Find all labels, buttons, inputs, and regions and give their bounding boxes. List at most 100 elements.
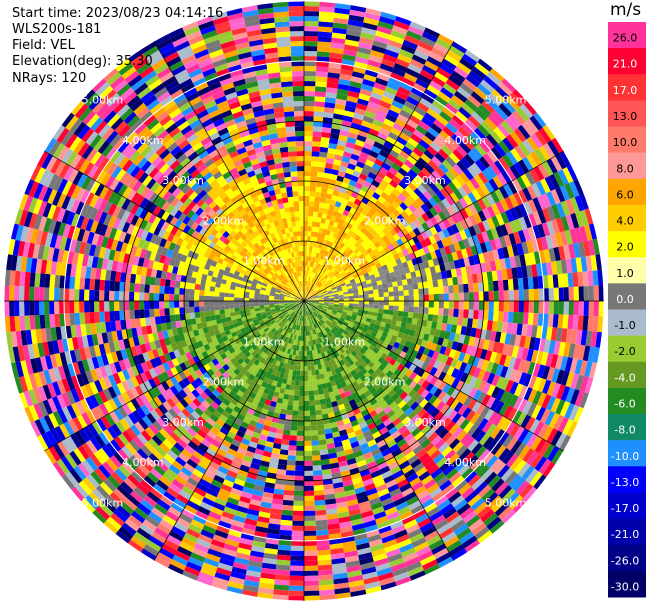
gate-cell bbox=[373, 511, 387, 520]
gate-cell bbox=[209, 305, 215, 311]
gate-cell bbox=[315, 343, 320, 350]
gate-cell bbox=[342, 337, 349, 344]
gate-cell bbox=[310, 420, 318, 426]
gate-cell bbox=[385, 362, 393, 371]
gate-cell bbox=[522, 431, 534, 446]
gate-cell bbox=[399, 350, 407, 359]
gate-cell bbox=[353, 396, 362, 404]
gate-cell bbox=[434, 344, 442, 353]
gate-cell bbox=[19, 286, 25, 301]
gate-cell bbox=[404, 419, 415, 430]
gate-cell bbox=[371, 448, 382, 457]
gate-cell bbox=[270, 508, 282, 515]
gate-cell bbox=[338, 376, 345, 384]
gate-cell bbox=[399, 391, 408, 400]
gate-cell bbox=[404, 450, 416, 461]
gate-cell bbox=[392, 315, 398, 321]
gate-cell bbox=[289, 435, 297, 441]
gate-cell bbox=[494, 331, 502, 343]
gate-cell bbox=[448, 348, 457, 359]
gate-cell bbox=[437, 390, 447, 401]
gate-cell bbox=[321, 352, 326, 359]
gate-cell bbox=[69, 288, 75, 301]
gate-cell bbox=[307, 330, 310, 336]
gate-cell bbox=[321, 310, 327, 314]
gate-cell bbox=[532, 376, 542, 391]
gate-cell bbox=[426, 483, 440, 494]
gate-cell bbox=[360, 367, 368, 375]
gate-cell bbox=[347, 503, 360, 512]
gate-cell bbox=[555, 432, 567, 449]
gate-cell bbox=[301, 336, 304, 341]
gate-cell bbox=[264, 482, 276, 489]
gate-cell bbox=[268, 462, 279, 469]
gate-cell bbox=[419, 493, 432, 505]
gate-cell bbox=[325, 321, 330, 326]
gate-cell bbox=[350, 589, 367, 598]
gate-cell bbox=[420, 389, 430, 399]
gate-cell bbox=[456, 444, 468, 457]
gate-cell bbox=[312, 339, 316, 345]
gate-cell bbox=[456, 430, 468, 442]
gate-cell bbox=[194, 312, 201, 319]
gate-cell bbox=[204, 285, 211, 292]
gate-cell bbox=[424, 460, 437, 471]
gate-cell bbox=[408, 306, 414, 313]
gate-cell bbox=[480, 509, 495, 523]
gate-cell bbox=[320, 403, 327, 410]
gate-cell bbox=[335, 331, 342, 337]
gate-cell bbox=[311, 435, 319, 441]
gate-cell bbox=[308, 390, 314, 396]
gate-cell bbox=[309, 350, 313, 356]
gate-cell bbox=[199, 284, 206, 291]
gate-cell bbox=[449, 399, 460, 410]
gate-cell bbox=[74, 301, 80, 313]
gate-cell bbox=[394, 325, 401, 332]
gate-cell bbox=[229, 301, 235, 305]
gate-cell bbox=[538, 301, 544, 314]
gate-cell bbox=[294, 475, 304, 481]
gate-cell bbox=[261, 496, 273, 504]
gate-cell bbox=[382, 393, 391, 402]
gate-cell bbox=[304, 345, 307, 351]
gate-cell bbox=[474, 445, 487, 459]
gate-cell bbox=[318, 389, 324, 395]
gate-cell bbox=[445, 323, 453, 333]
gate-cell bbox=[318, 439, 327, 446]
gate-cell bbox=[471, 477, 485, 491]
gate-cell bbox=[313, 304, 319, 307]
gate-cell bbox=[333, 339, 339, 346]
gate-cell bbox=[481, 319, 488, 330]
gate-cell bbox=[309, 308, 314, 314]
gate-cell bbox=[84, 289, 90, 301]
gate-cell bbox=[298, 315, 301, 321]
gate-cell bbox=[398, 412, 408, 422]
gate-cell bbox=[401, 416, 412, 426]
gate-cell bbox=[354, 360, 361, 368]
gate-cell bbox=[276, 554, 291, 561]
gate-cell bbox=[550, 430, 563, 446]
gate-cell bbox=[304, 495, 315, 501]
gate-cell bbox=[305, 315, 308, 321]
gate-cell bbox=[346, 333, 353, 339]
gate-cell bbox=[563, 342, 571, 358]
gate-cell bbox=[306, 310, 308, 316]
gate-cell bbox=[305, 325, 308, 331]
gate-cell bbox=[354, 486, 366, 495]
gate-cell bbox=[315, 310, 320, 315]
gate-cell bbox=[304, 500, 315, 506]
gate-cell bbox=[204, 290, 210, 296]
gate-cell bbox=[473, 461, 487, 475]
gate-cell bbox=[293, 505, 304, 511]
gate-cell bbox=[318, 305, 323, 309]
gate-cell bbox=[488, 495, 502, 510]
gate-cell bbox=[342, 385, 350, 393]
gate-cell bbox=[437, 499, 451, 511]
gate-cell bbox=[323, 306, 329, 309]
gate-cell bbox=[389, 365, 397, 374]
gate-cell bbox=[478, 433, 491, 446]
gate-cell bbox=[311, 345, 315, 351]
gate-cell bbox=[426, 534, 442, 546]
gate-cell bbox=[318, 368, 324, 375]
gate-cell bbox=[307, 365, 312, 371]
